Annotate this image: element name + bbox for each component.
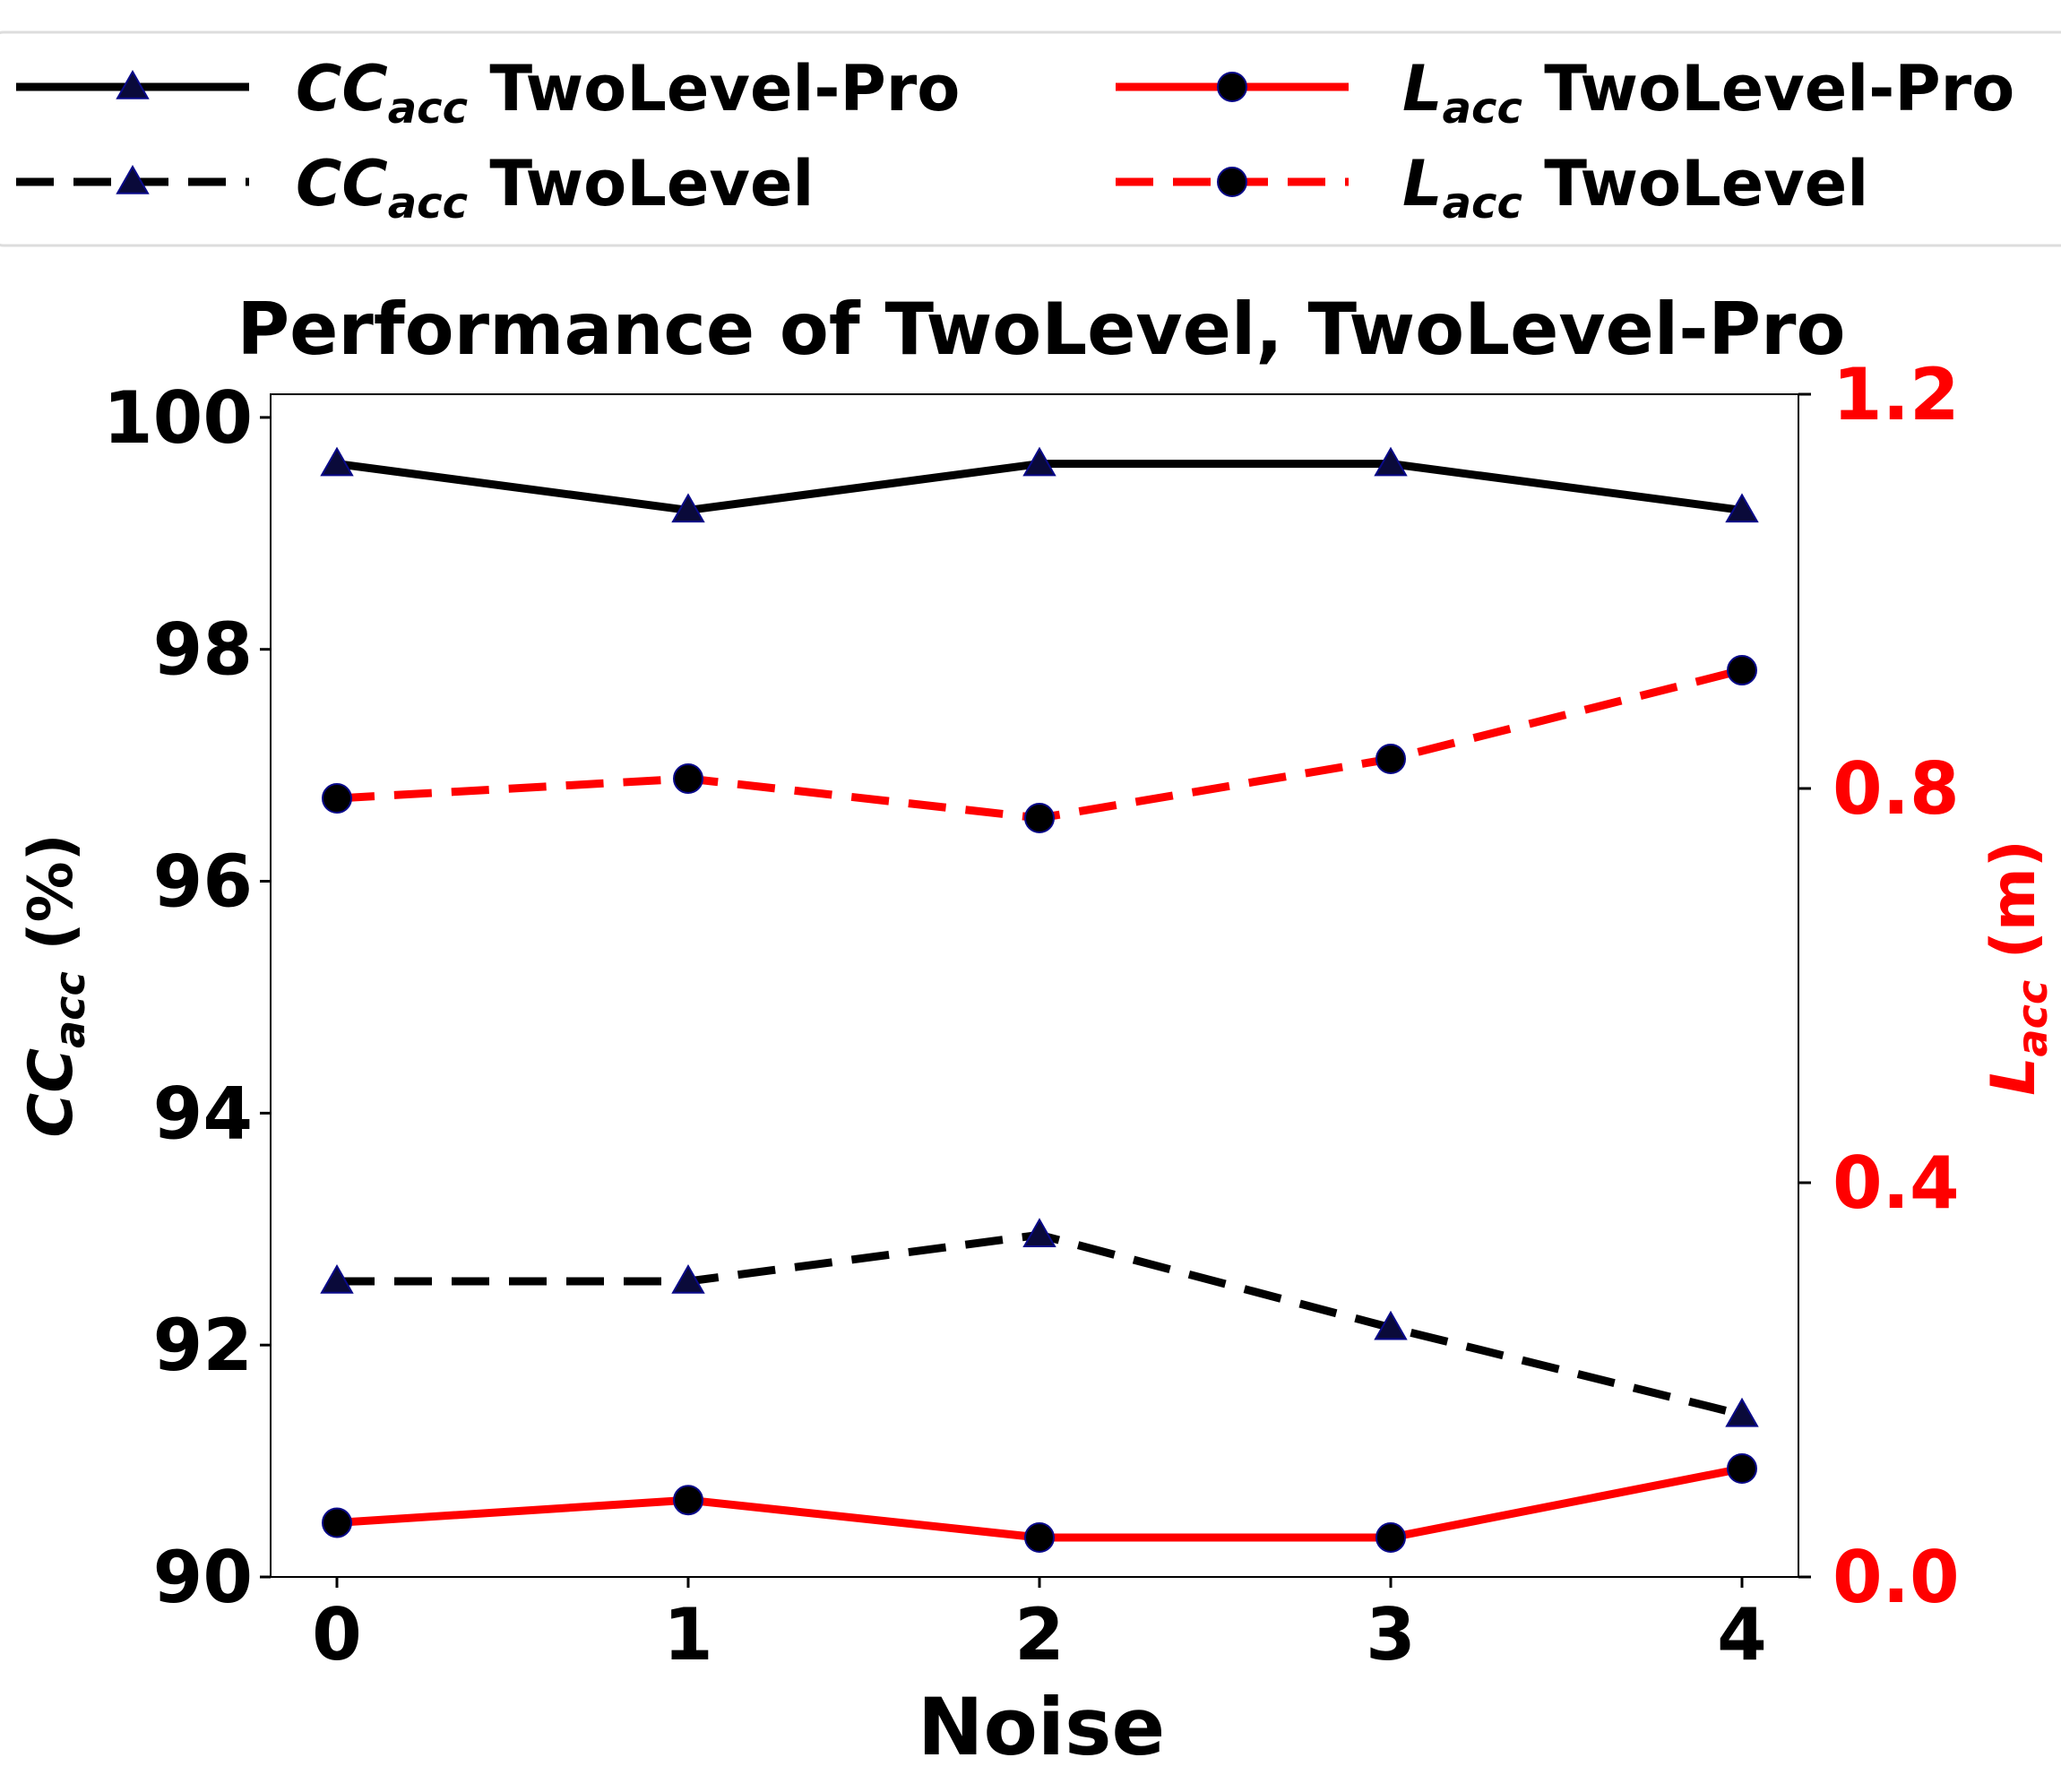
data-point [322, 783, 352, 814]
legend-swatch-marker [116, 164, 150, 194]
data-point [1022, 446, 1056, 477]
data-point [1727, 1453, 1757, 1484]
series-2 [322, 1453, 1757, 1553]
y-left-tick-label: 98 [153, 608, 253, 692]
data-point [1024, 803, 1055, 833]
y-left-tick-label: 100 [103, 376, 253, 460]
series-3 [322, 655, 1757, 833]
x-tick-label: 1 [663, 1593, 713, 1676]
data-point [1375, 1522, 1406, 1553]
x-tick-label: 0 [312, 1593, 362, 1676]
chart-title: Performance of TwoLevel, TwoLevel-Pro [237, 288, 1846, 371]
legend-swatch-marker [116, 69, 150, 99]
y-left-label-sub: acc [46, 971, 94, 1048]
data-point [673, 763, 703, 794]
data-point [320, 1263, 354, 1294]
data-point [1727, 655, 1757, 685]
series-0 [320, 446, 1759, 523]
y-left-tick-label: 90 [153, 1536, 253, 1619]
series-line [337, 1230, 1744, 1419]
series-layer [320, 446, 1759, 1553]
data-point [1374, 446, 1408, 477]
y-right-tick-label: 0.4 [1832, 1142, 1960, 1225]
y-left-tick-label: 92 [153, 1304, 253, 1387]
y-right-label-tail: (m) [1979, 840, 2049, 980]
legend-swatch-marker [1217, 72, 1247, 102]
data-point [1374, 1310, 1408, 1340]
data-point [1375, 744, 1406, 774]
data-point [1725, 493, 1759, 523]
legend: CCacc TwoLevel-Pro CCacc TwoLevel Lacc Two… [16, 52, 2014, 228]
data-point [322, 1507, 352, 1538]
axes: 0 1 2 3 4 90 92 94 96 98 100 0.0 0.4 0.8 1.2 [103, 353, 1960, 1676]
series-line [336, 666, 1744, 823]
x-tick-label: 4 [1717, 1593, 1767, 1676]
data-point [671, 1263, 705, 1294]
legend-label: Lacc TwoLevel-Pro [1402, 52, 2014, 134]
legend-entry: CCacc TwoLevel [16, 147, 814, 228]
y-axis-left-label: CCacc (%) [16, 833, 94, 1137]
legend-box [0, 30, 2061, 247]
y-axis-right-label: Lacc (m) [1979, 840, 2057, 1096]
x-tick-label: 3 [1366, 1593, 1416, 1676]
x-axis-label: Noise [918, 1681, 1165, 1773]
legend-entry: Lacc TwoLevel-Pro [1116, 52, 2014, 134]
y-left-tick-label: 96 [153, 840, 253, 924]
plot-frame [270, 393, 1799, 1578]
data-point [673, 1485, 703, 1516]
data-point [1022, 1218, 1056, 1247]
legend-label: CCacc TwoLevel [296, 147, 814, 228]
y-left-tick-label: 94 [153, 1072, 253, 1155]
legend-label: CCacc TwoLevel-Pro [296, 52, 960, 134]
legend-label: Lacc TwoLevel [1402, 147, 1868, 228]
y-right-label-main: L [1979, 1056, 2049, 1095]
data-point [671, 493, 705, 523]
legend-entry: CCacc TwoLevel-Pro [16, 52, 960, 134]
legend-swatch-marker [1217, 167, 1247, 197]
data-point [1024, 1522, 1055, 1553]
y-right-tick-label: 0.0 [1832, 1536, 1960, 1619]
y-left-label-tail: (%) [16, 833, 87, 971]
x-tick-label: 2 [1014, 1593, 1065, 1676]
y-right-tick-label: 1.2 [1832, 353, 1960, 436]
y-left-label-main: CC [16, 1048, 87, 1138]
y-right-tick-label: 0.8 [1832, 747, 1960, 831]
series-1 [320, 1218, 1759, 1427]
data-point [1725, 1397, 1759, 1427]
data-point [320, 446, 354, 477]
y-right-label-sub: acc [2008, 980, 2057, 1057]
legend-entry: Lacc TwoLevel [1116, 147, 1868, 228]
